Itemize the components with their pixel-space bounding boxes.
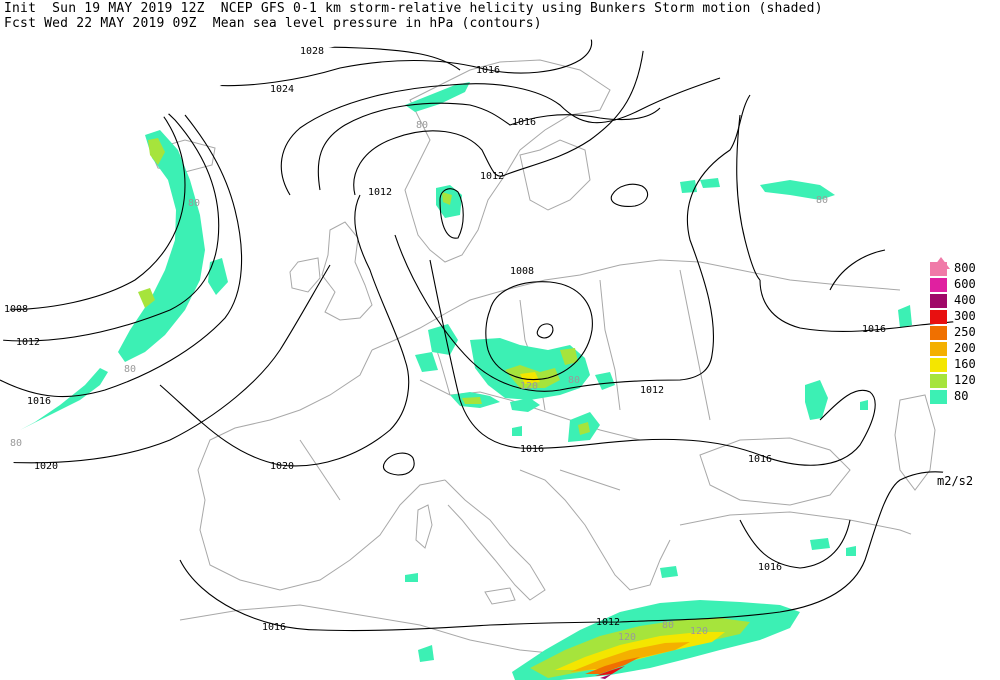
legend-swatch <box>930 390 947 404</box>
legend-label: 250 <box>954 325 976 339</box>
legend-label: 800 <box>954 261 976 275</box>
isobar-label: 1016 <box>27 396 51 407</box>
isobar-1020-mid <box>159 194 410 467</box>
isobar-small-ring <box>536 323 554 339</box>
legend-item: 250 <box>928 324 998 340</box>
color-legend: 800 600 400 300 250 200 160 120 80 <box>928 257 998 404</box>
legend-label: 160 <box>954 357 976 371</box>
legend-swatch <box>930 294 947 308</box>
isobar-label: 1016 <box>758 562 782 573</box>
legend-swatch <box>930 374 947 388</box>
isobar-1016-left <box>0 114 243 398</box>
isobar-label: 1008 <box>4 304 28 315</box>
helicity-label: 80 <box>416 120 428 131</box>
helicity-band-atlantic <box>118 130 205 362</box>
legend-label: 200 <box>954 341 976 355</box>
isobar-1016-north <box>317 102 661 191</box>
isobar-1012-main <box>353 34 646 196</box>
helicity-label: 80 <box>124 364 136 375</box>
isobar-high-small <box>610 183 649 207</box>
isobar-label: 1016 <box>748 454 772 465</box>
legend-swatch <box>930 326 947 340</box>
isobar-label: 1016 <box>862 324 886 335</box>
legend-label: 600 <box>954 277 976 291</box>
isobar-label: 1012 <box>640 385 664 396</box>
helicity-label: 120 <box>690 626 708 637</box>
isobar-label: 1012 <box>480 171 504 182</box>
isobar-1016-east2 <box>829 249 886 291</box>
isobar-label: 1012 <box>596 617 620 628</box>
isobar-label: 1024 <box>270 84 294 95</box>
isobar-1012-central <box>394 94 751 392</box>
legend-swatch <box>930 310 947 324</box>
isobar-low-small <box>382 452 415 476</box>
helicity-label: 120 <box>520 381 538 392</box>
isobar-label: 1020 <box>270 461 294 472</box>
isobar-label: 1016 <box>512 117 536 128</box>
legend-item: 160 <box>928 356 998 372</box>
isobar-1024 <box>209 34 593 87</box>
isobar-norway <box>439 188 464 239</box>
legend-label: 300 <box>954 309 976 323</box>
title-line-1: Init Sun 19 MAY 2019 12Z NCEP GFS 0-1 km… <box>4 1 823 16</box>
isobar-1020-north <box>280 77 721 196</box>
isobar-1008-low <box>485 281 593 380</box>
isobar-1020-left <box>0 264 331 464</box>
isobar-label: 1012 <box>16 337 40 348</box>
legend-item: 200 <box>928 340 998 356</box>
helicity-label: 80 <box>816 195 828 206</box>
helicity-label: 80 <box>188 198 200 209</box>
legend-swatch <box>930 262 947 276</box>
isobar-1016-south <box>179 471 960 632</box>
isobar-label: 1020 <box>34 461 58 472</box>
legend-item: 400 <box>928 292 998 308</box>
helicity-label: 80 <box>662 620 674 631</box>
coastlines <box>0 59 941 656</box>
isobar-1028 <box>209 46 461 71</box>
isobar-1008-left <box>0 99 186 311</box>
isobar-label: 1016 <box>476 65 500 76</box>
legend-label: 80 <box>954 389 969 403</box>
isobar-1016-se <box>739 519 851 569</box>
isobar-label: 1028 <box>300 46 324 57</box>
isobar-label: 1016 <box>262 622 286 633</box>
helicity-label: 80 <box>10 438 22 449</box>
legend-swatch <box>930 358 947 372</box>
legend-units: m2/s2 <box>937 474 974 488</box>
isobar-label: 1008 <box>510 266 534 277</box>
legend-item: 800 <box>928 260 998 276</box>
helicity-labels: 80 80 80 80 80 80 120 120 80 120 <box>10 120 828 643</box>
isobars <box>0 34 960 632</box>
legend-item: 120 <box>928 372 998 388</box>
isobar-1016-ne <box>736 114 761 281</box>
helicity-label: 120 <box>618 632 636 643</box>
legend-label: 120 <box>954 373 976 387</box>
isobar-label: 1012 <box>368 187 392 198</box>
legend-item: 80 <box>928 388 998 404</box>
helicity-label: 80 <box>568 375 580 386</box>
legend-item: 600 <box>928 276 998 292</box>
legend-swatch <box>930 278 947 292</box>
title-line-2: Fcst Wed 22 MAY 2019 09Z Mean sea level … <box>4 16 542 31</box>
legend-swatch <box>930 342 947 356</box>
isobar-labels: 1028 1024 1020 1020 1016 1016 1016 1016 … <box>4 46 886 633</box>
isobar-1016-central <box>429 259 876 466</box>
helicity-shading <box>20 82 912 680</box>
isobar-label: 1016 <box>520 444 544 455</box>
legend-label: 400 <box>954 293 976 307</box>
legend-item: 300 <box>928 308 998 324</box>
